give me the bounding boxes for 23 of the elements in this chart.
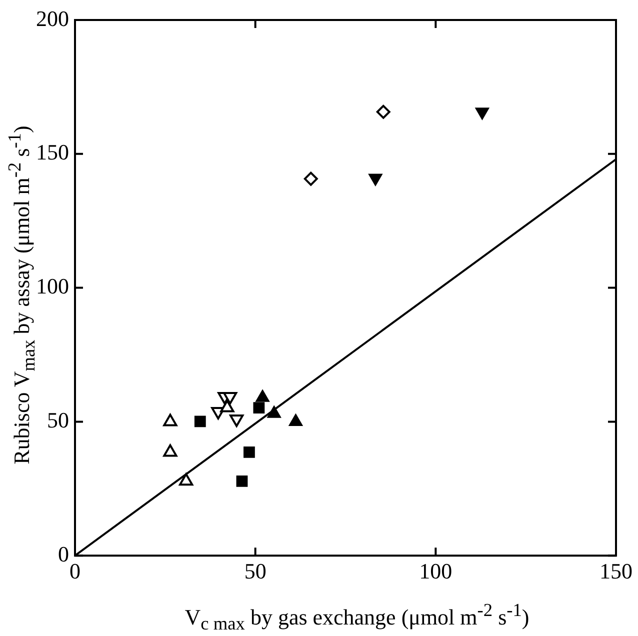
x-tick-label: 100 [419, 558, 452, 584]
point [368, 174, 382, 186]
y-tick-label: 0 [58, 541, 69, 566]
x-axis-title: V$_{c max}$ by gas exchange (μmol m$^{-2}$ s$^{-1}$) [184, 600, 530, 635]
point [194, 416, 206, 428]
y-tick-label: 50 [47, 407, 69, 432]
point [475, 108, 490, 120]
x-tick-label: 50 [244, 558, 266, 584]
point [179, 473, 194, 486]
point [236, 475, 248, 487]
point [163, 444, 178, 457]
point [163, 414, 178, 426]
y-tick-label: 200 [36, 6, 69, 31]
point [253, 402, 265, 414]
point [256, 390, 270, 402]
point [288, 414, 303, 426]
y-tick-label: 150 [36, 140, 69, 165]
point [244, 446, 255, 458]
point [304, 172, 318, 186]
point [267, 406, 281, 418]
point [220, 400, 234, 412]
y-tick-label: 100 [36, 274, 69, 299]
x-tick-label: 150 [600, 558, 632, 584]
